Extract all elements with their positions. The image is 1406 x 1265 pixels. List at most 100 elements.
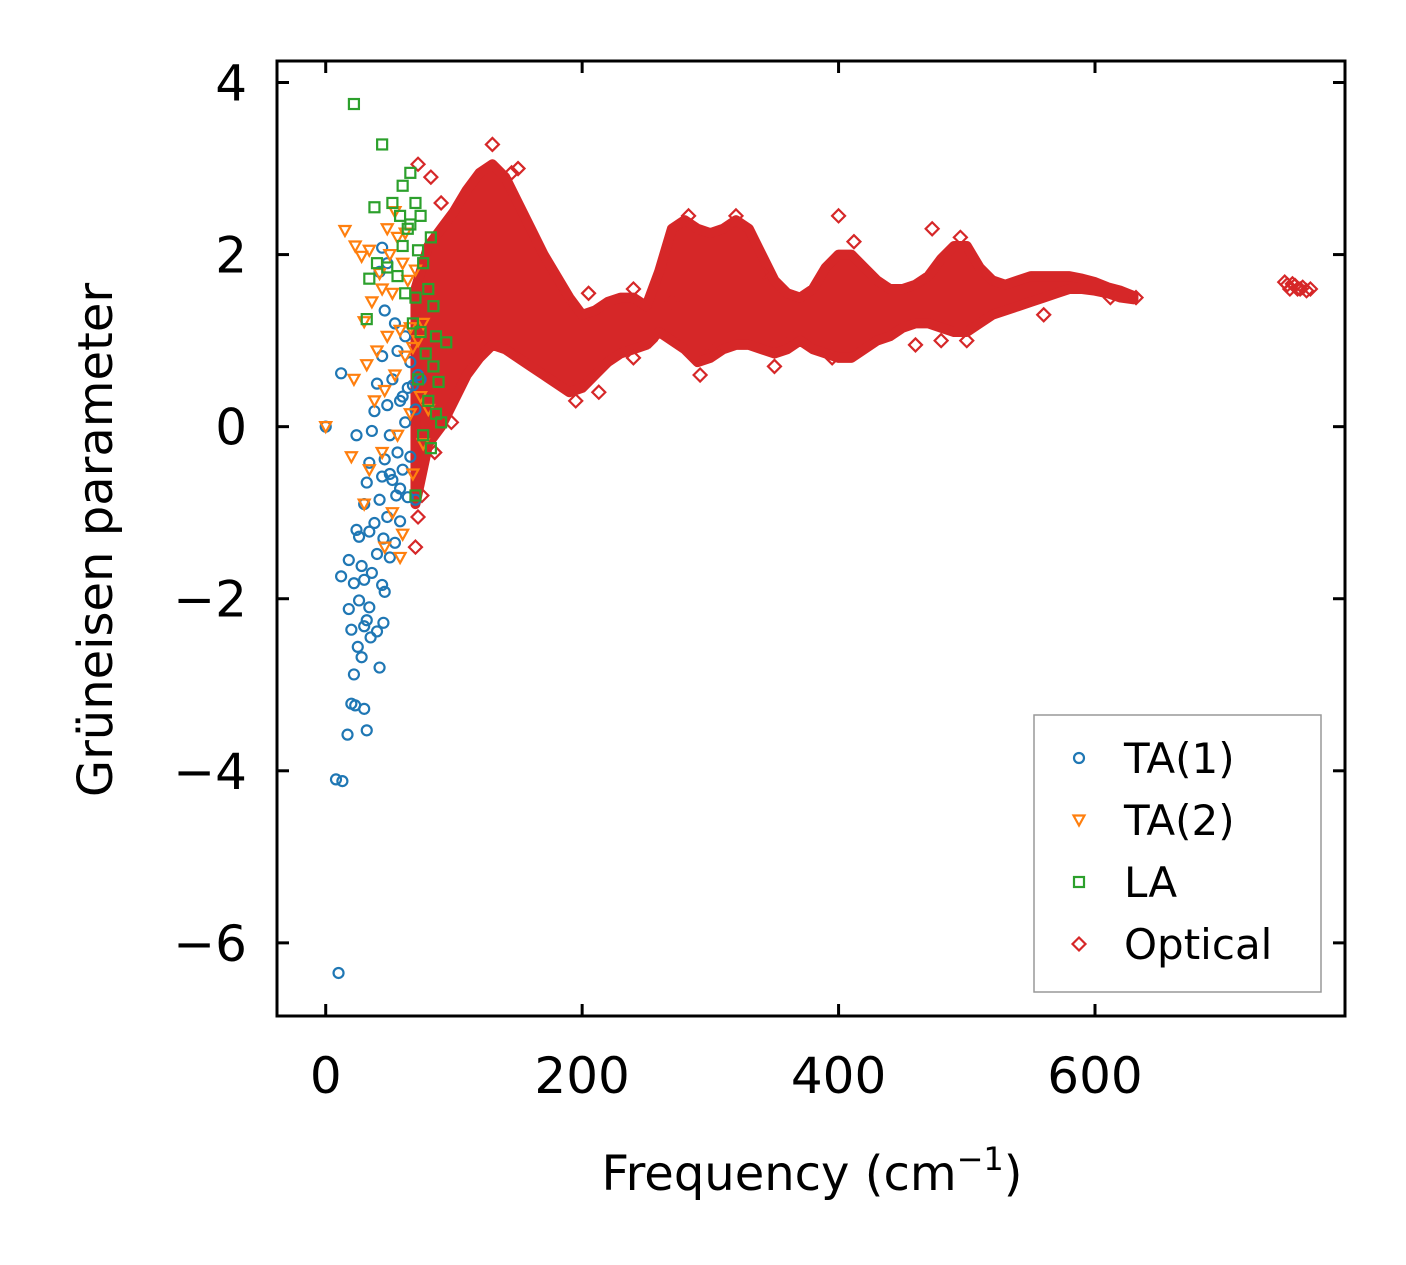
data-point <box>360 614 373 627</box>
data-point <box>933 332 950 349</box>
data-point <box>1102 289 1119 306</box>
data-point <box>376 470 389 483</box>
data-point <box>370 377 384 390</box>
data-point <box>374 446 390 461</box>
data-point <box>352 530 366 543</box>
data-point <box>406 317 420 330</box>
data-point <box>368 201 381 214</box>
legend-label: LA <box>1124 858 1177 907</box>
data-point <box>409 291 422 304</box>
y-tick-label: −6 <box>173 915 247 973</box>
data-point <box>369 345 385 359</box>
x-axis-title-close: ) <box>1004 1146 1023 1202</box>
data-point <box>376 138 389 151</box>
legend-label: TA(1) <box>1123 734 1235 783</box>
data-point <box>381 399 394 412</box>
data-point <box>361 464 377 478</box>
data-point <box>365 424 378 438</box>
data-point <box>345 623 358 636</box>
data-point <box>383 467 396 481</box>
legend-marker <box>1072 875 1086 889</box>
data-point <box>402 408 418 422</box>
data-point <box>399 416 412 429</box>
data-point <box>379 223 395 237</box>
data-point <box>355 559 368 573</box>
legend: TA(1) TA(2) LA Optical <box>1033 714 1322 993</box>
series-optical <box>407 136 1319 556</box>
data-point <box>663 293 680 310</box>
data-point <box>1035 306 1052 323</box>
data-point <box>907 336 924 353</box>
data-point <box>363 456 376 469</box>
data-point <box>358 573 371 586</box>
y-axis-title: Grüneisen parameter <box>68 283 124 798</box>
legend-item: Optical <box>1070 920 1272 969</box>
legend-label: Optical <box>1124 920 1272 969</box>
data-point <box>376 578 389 592</box>
data-point <box>390 429 405 444</box>
data-point <box>378 585 391 598</box>
data-point <box>680 207 697 224</box>
data-point <box>393 515 407 528</box>
x-tick-label: 0 <box>310 1047 342 1105</box>
x-tick-label: 600 <box>1047 1047 1142 1105</box>
data-point <box>409 489 422 502</box>
data-point <box>404 218 417 231</box>
data-point <box>958 332 975 349</box>
data-point <box>374 283 390 297</box>
data-point <box>625 280 642 298</box>
data-point <box>727 207 745 224</box>
data-point <box>409 196 422 210</box>
data-point <box>332 966 345 980</box>
data-point <box>385 287 400 302</box>
data-point <box>766 358 783 375</box>
data-point <box>350 523 363 536</box>
data-point <box>347 97 361 111</box>
series-la <box>347 97 453 502</box>
x-axis-title-exponent: −1 <box>957 1140 1004 1178</box>
data-point <box>404 450 417 463</box>
data-point <box>386 473 399 487</box>
data-point <box>395 257 411 271</box>
data-point <box>426 444 443 461</box>
data-point <box>422 394 435 407</box>
data-point <box>411 373 425 386</box>
legend-marker <box>1070 935 1088 953</box>
data-point <box>382 248 398 263</box>
data-point <box>390 231 405 246</box>
data-point <box>347 240 363 254</box>
data-point <box>387 369 403 383</box>
data-point <box>359 359 375 373</box>
data-point <box>337 224 353 239</box>
data-point <box>1289 280 1306 298</box>
data-point <box>393 482 407 495</box>
data-layer <box>318 97 1319 980</box>
y-tick-label: 4 <box>215 55 247 113</box>
data-point <box>373 661 386 674</box>
data-point <box>427 360 440 373</box>
legend-item: TA(1) <box>1072 734 1235 783</box>
legend-label: TA(2) <box>1123 796 1235 845</box>
data-point <box>358 620 371 633</box>
data-point <box>377 541 393 555</box>
data-point <box>396 390 409 403</box>
data-point <box>392 551 408 566</box>
data-point <box>692 366 709 384</box>
data-point <box>356 498 372 512</box>
data-point <box>376 241 389 254</box>
data-point <box>341 728 354 741</box>
data-point <box>392 324 408 339</box>
data-point <box>824 349 841 366</box>
y-tick-label: 2 <box>215 227 247 285</box>
data-point <box>419 347 432 360</box>
data-point <box>350 429 363 442</box>
data-point <box>363 601 376 614</box>
data-point <box>364 296 380 310</box>
data-point <box>567 392 584 409</box>
data-point <box>373 493 386 506</box>
data-point <box>358 702 371 715</box>
data-point <box>413 487 430 504</box>
y-tick-label: −4 <box>173 743 247 801</box>
tick-layer: 0 200 400 600 −6 −4 −2 0 2 4 <box>173 55 1345 1105</box>
data-point <box>785 328 802 345</box>
